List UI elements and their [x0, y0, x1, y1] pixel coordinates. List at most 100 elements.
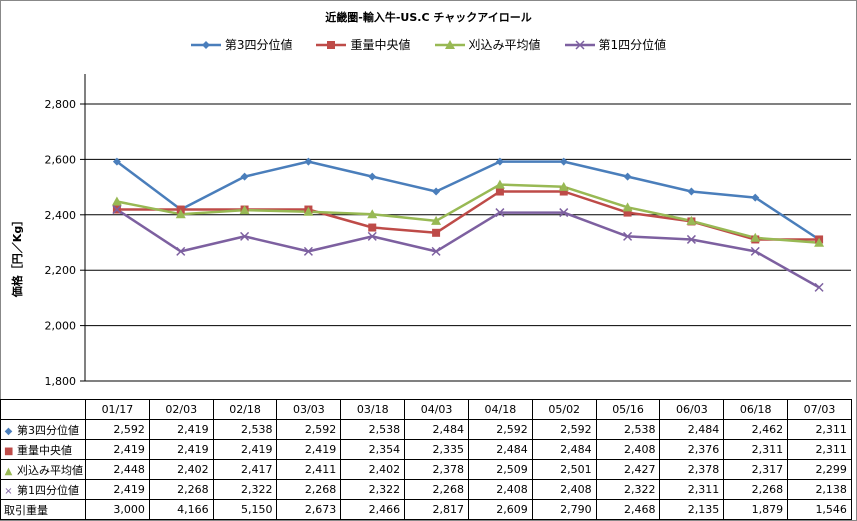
- table-row-header: ◆ 第3四分位値: [0, 419, 86, 440]
- point-marker: [368, 223, 377, 232]
- point-marker: [176, 246, 186, 256]
- table-cell: 2,378: [404, 459, 469, 480]
- table-cell: 2,509: [467, 459, 533, 480]
- table-cell: 2,427: [595, 459, 661, 480]
- table-marker-icon: ◆: [4, 425, 13, 437]
- table-cell: 2,335: [404, 439, 469, 460]
- y-tick-label: 2,600: [45, 153, 77, 166]
- y-tick-label: 2,800: [45, 98, 77, 111]
- table-cell: 4,166: [148, 499, 214, 520]
- table-cell: 5,150: [212, 499, 278, 520]
- point-marker: [686, 215, 697, 225]
- table-cell: 2,538: [340, 419, 406, 440]
- data-table: 01/17 02/03 02/18 03/03 03/18 04/03 04/18 05/02…: [0, 399, 852, 520]
- point-marker: [751, 193, 760, 202]
- table-cell: 2,311: [787, 439, 852, 460]
- table-cell: 2,448: [85, 459, 150, 480]
- table-cell: 2,311: [723, 439, 789, 460]
- table-cell: 2,419: [85, 479, 150, 500]
- point-marker: [686, 234, 696, 244]
- table-series-name: 第1四分位値: [17, 483, 79, 497]
- x-tick-label: 03/03: [276, 399, 342, 420]
- point-marker: [432, 228, 441, 237]
- point-marker: [623, 172, 632, 181]
- table-marker-icon: ×: [4, 485, 13, 497]
- table-cell: 2,790: [531, 499, 597, 520]
- point-marker: [687, 187, 696, 196]
- x-tick-label: 03/18: [340, 399, 406, 420]
- table-cell: 2,408: [467, 479, 533, 500]
- point-marker: [559, 208, 569, 218]
- table-cell: 2,484: [404, 419, 469, 440]
- table-cell: 2,322: [595, 479, 661, 500]
- table-series-name: 第3四分位値: [17, 423, 79, 437]
- table-cell: 2,268: [723, 479, 789, 500]
- legend-swatch: [564, 39, 595, 50]
- point-marker: [432, 187, 441, 196]
- legend-swatch: [190, 40, 221, 49]
- point-marker: [559, 187, 568, 196]
- table-cell: 2,268: [148, 479, 214, 500]
- table-cell: 2,419: [148, 419, 214, 440]
- table-cell: 1,546: [787, 499, 852, 520]
- chart-title: 近畿圏-輸入牛-US.C チャックアイロール: [325, 11, 532, 24]
- point-marker: [558, 181, 569, 191]
- table-cell: 2,501: [531, 459, 597, 480]
- point-marker: [367, 231, 377, 241]
- table-cell: 2,268: [404, 479, 469, 500]
- table-cell: 2,484: [659, 419, 725, 440]
- table-cell: 2,378: [659, 459, 725, 480]
- table-cell: 2,538: [595, 419, 661, 440]
- table-cell: 2,609: [467, 499, 533, 520]
- x-tick-label: 05/02: [531, 399, 597, 420]
- x-tick-label: 06/18: [723, 399, 789, 420]
- legend-swatch: [316, 40, 347, 49]
- x-tick-label: 02/03: [148, 399, 214, 420]
- table-row: ■ 重量中央値 2,419 2,419 2,419 2,419 2,354 2,335 2,48…: [0, 439, 852, 460]
- x-tick-label: 02/18: [212, 399, 278, 420]
- point-marker: [304, 157, 313, 166]
- table-cell: 2,268: [276, 479, 342, 500]
- table-cell: 2,419: [85, 439, 150, 460]
- x-tick-label: 04/18: [467, 399, 533, 420]
- point-marker: [431, 215, 442, 225]
- table-cell: 2,673: [276, 499, 342, 520]
- table-cell: 2,592: [467, 419, 533, 440]
- table-cell: 2,402: [340, 459, 406, 480]
- table-cell: 2,138: [787, 479, 852, 500]
- table-cell: 2,311: [659, 479, 725, 500]
- x-tick-label: 05/16: [595, 399, 661, 420]
- table-row-header: × 第1四分位値: [0, 479, 86, 500]
- y-tick-label: 1,800: [45, 375, 77, 388]
- table-cell: 2,419: [148, 439, 214, 460]
- table-cell: 2,299: [787, 459, 852, 480]
- table-cell: 2,462: [723, 419, 789, 440]
- point-marker: [112, 205, 122, 215]
- x-tick-label: 06/03: [659, 399, 725, 420]
- point-marker: [240, 231, 250, 241]
- table-cell: 2,592: [531, 419, 597, 440]
- point-marker: [814, 282, 824, 292]
- point-marker: [112, 157, 121, 166]
- table-header-row: 01/17 02/03 02/18 03/03 03/18 04/03 04/18 05/02…: [0, 399, 852, 420]
- legend-item: 第3四分位値: [190, 36, 292, 53]
- table-cell: 2,411: [276, 459, 342, 480]
- y-tick-label: 2,000: [45, 320, 77, 333]
- point-marker: [431, 246, 441, 256]
- table-cell: 2,468: [595, 499, 661, 520]
- table-cell: 2,311: [787, 419, 852, 440]
- table-cell: 2,484: [467, 439, 533, 460]
- x-tick-label: 07/03: [787, 399, 852, 420]
- y-tick-label: 2,200: [45, 264, 77, 277]
- table-marker-icon: ■: [4, 445, 14, 457]
- point-marker: [111, 196, 122, 206]
- point-marker: [495, 157, 504, 166]
- table-cell: 2,376: [659, 439, 725, 460]
- table-cell: 2,466: [340, 499, 406, 520]
- table-cell: 3,000: [85, 499, 150, 520]
- table-marker-icon: ▲: [4, 465, 13, 477]
- table-series-name: 重量中央値: [17, 443, 72, 457]
- point-marker: [622, 202, 633, 212]
- legend-item: 重量中央値: [316, 36, 411, 53]
- table-cell: 2,419: [276, 439, 342, 460]
